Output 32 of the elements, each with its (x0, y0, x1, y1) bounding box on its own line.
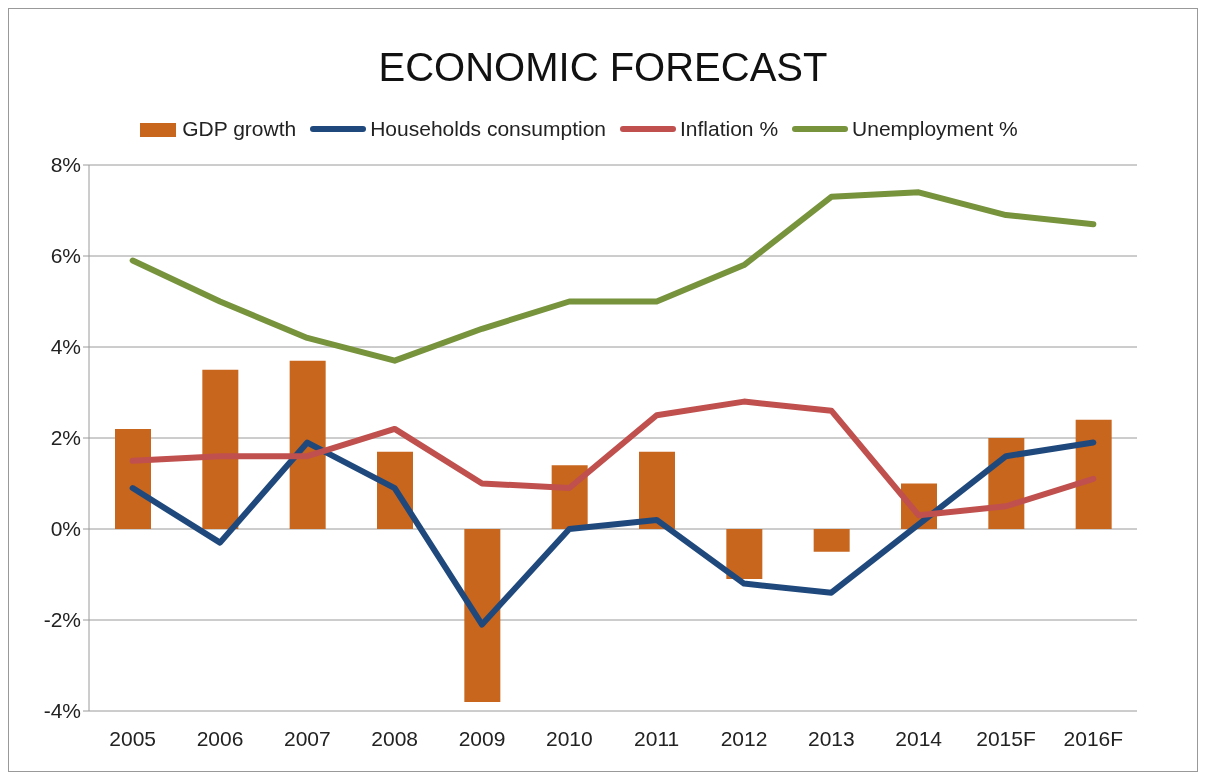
bar (1075, 419, 1112, 529)
y-tick-label: 2% (50, 426, 81, 450)
chart-title: ECONOMIC FORECAST (377, 44, 829, 91)
x-tick-label: 2005 (109, 726, 157, 750)
y-tick-label: 8% (50, 153, 81, 177)
legend-label: Households consumption (370, 117, 606, 141)
legend-label: Unemployment % (852, 117, 1018, 141)
bar (639, 451, 675, 529)
y-tick-label: 0% (50, 517, 81, 541)
bar (813, 529, 850, 552)
x-tick-label: 2012 (720, 726, 768, 750)
bar (202, 369, 239, 529)
x-tick-label: 2015F (976, 726, 1036, 750)
y-tick-label: -2% (43, 608, 81, 632)
x-tick-label: 2009 (458, 726, 506, 750)
x-tick-label: 2010 (545, 726, 593, 750)
bar (289, 360, 326, 529)
x-tick-label: 2013 (807, 726, 855, 750)
y-tick-label: -4% (43, 699, 81, 723)
y-tick-label: 6% (50, 244, 81, 268)
x-tick-label: 2016F (1063, 726, 1124, 750)
x-tick-label: 2006 (196, 726, 244, 750)
bar (115, 428, 151, 529)
x-tick-label: 2011 (634, 726, 680, 750)
legend-label: GDP growth (182, 117, 297, 141)
bar (726, 529, 763, 580)
x-tick-label: 2008 (371, 726, 419, 750)
y-tick-label: 4% (50, 335, 81, 359)
bar (464, 529, 501, 702)
legend-label: Inflation % (680, 117, 779, 141)
x-tick-label: 2014 (895, 726, 943, 750)
x-tick-label: 2007 (283, 726, 331, 750)
